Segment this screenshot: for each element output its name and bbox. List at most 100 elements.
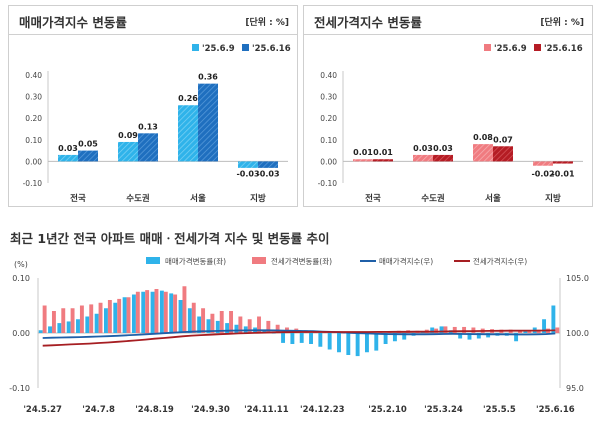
- legend-swatch: [534, 44, 541, 51]
- legend-label: 매매가격지수(우): [379, 256, 433, 266]
- left-unit: (%): [14, 260, 28, 269]
- bar: [201, 308, 206, 333]
- bar: [138, 133, 158, 162]
- jeonse-change-unit: [단위 : %]: [540, 18, 584, 28]
- bar: [210, 313, 215, 333]
- bar: [462, 326, 467, 333]
- right-tick-label: 100.0: [566, 329, 589, 338]
- y-tick-label: 0.20: [25, 114, 42, 123]
- bar: [145, 290, 150, 333]
- bar: [78, 150, 98, 162]
- y-tick-label: 0.20: [320, 114, 337, 123]
- legend-swatch: [252, 257, 266, 264]
- category-label: 전국: [365, 193, 381, 204]
- y-tick-label: 0.40: [25, 71, 42, 80]
- bar: [61, 308, 66, 333]
- bar: [229, 311, 234, 333]
- bar: [430, 327, 435, 333]
- bar: [182, 286, 187, 333]
- bar: [374, 333, 379, 351]
- left-tick-label: -0.10: [9, 384, 30, 393]
- bar: [187, 308, 192, 333]
- bar: [271, 333, 276, 334]
- data-label: 0.08: [473, 133, 493, 142]
- bar: [48, 326, 52, 333]
- bar: [141, 291, 146, 333]
- x-tick-label: '25.6.16: [536, 405, 575, 415]
- bar: [238, 161, 258, 168]
- data-label: 0.05: [78, 140, 98, 149]
- bar: [234, 324, 239, 333]
- legend-label: '25.6.9: [202, 44, 235, 54]
- bar: [38, 330, 43, 333]
- bar: [514, 333, 519, 342]
- x-tick-label: '24.12.23: [300, 405, 345, 415]
- legend-swatch: [484, 44, 491, 51]
- bar: [191, 302, 196, 333]
- category-label: 서울: [190, 193, 206, 204]
- bar: [215, 320, 220, 333]
- bar: [553, 161, 573, 164]
- data-label: 0.07: [493, 135, 513, 144]
- bar: [458, 333, 463, 339]
- bar: [355, 333, 360, 357]
- left-tick-label: 0.10: [12, 274, 30, 283]
- bar: [486, 333, 491, 338]
- x-tick-label: '24.8.19: [135, 405, 174, 415]
- bar: [89, 304, 94, 333]
- bar: [353, 159, 373, 162]
- y-tick-label: 0.00: [25, 157, 42, 166]
- x-tick-label: '25.3.24: [424, 405, 463, 415]
- bar: [258, 161, 278, 168]
- data-label: 0.26: [178, 94, 198, 103]
- bar: [107, 300, 112, 333]
- bar: [225, 323, 230, 333]
- bar: [257, 316, 261, 333]
- bar: [118, 141, 138, 162]
- data-label: 0.03: [58, 144, 78, 153]
- legend-label: 매매가격변동률(좌): [165, 256, 226, 266]
- bar: [533, 161, 553, 166]
- category-label: 전국: [70, 193, 86, 204]
- bar: [346, 333, 351, 355]
- bar: [476, 333, 481, 339]
- legend-label: 전세가격지수(우): [473, 256, 527, 266]
- y-tick-label: 0.00: [320, 157, 337, 166]
- bar: [262, 330, 267, 333]
- bar: [126, 297, 131, 333]
- bar: [473, 144, 493, 162]
- x-tick-label: '25.2.10: [368, 405, 407, 415]
- bar: [518, 330, 522, 333]
- legend-swatch: [192, 44, 199, 51]
- bar: [238, 316, 243, 333]
- bar: [42, 305, 47, 333]
- bar: [467, 333, 472, 340]
- bar: [154, 289, 159, 333]
- bar: [76, 319, 80, 333]
- legend-label: '25.6.16: [252, 44, 291, 54]
- bar: [299, 333, 304, 343]
- data-label: -0.03: [256, 169, 279, 178]
- bar: [266, 320, 271, 333]
- bar: [219, 311, 224, 333]
- y-tick-label: 0.30: [320, 93, 337, 102]
- category-label: 수도권: [126, 193, 150, 204]
- x-tick-label: '25.5.5: [483, 405, 516, 415]
- x-tick-label: '24.9.30: [191, 405, 230, 415]
- bar: [493, 146, 513, 162]
- x-tick-label: '24.5.27: [23, 405, 62, 415]
- bar: [542, 319, 547, 333]
- bar: [178, 300, 183, 333]
- bar: [159, 290, 164, 333]
- legend-label: '25.6.9: [494, 44, 527, 54]
- bar: [555, 327, 560, 333]
- bar: [290, 333, 295, 344]
- y-tick-label: 0.30: [25, 93, 42, 102]
- bar: [206, 319, 211, 333]
- sale-change-title: 매매가격지수 변동률: [19, 15, 127, 30]
- bar: [79, 305, 84, 333]
- bar: [523, 330, 528, 333]
- trend-chart-title: 최근 1년간 전국 아파트 매매ㆍ전세가격 지수 및 변동률 추이: [10, 231, 330, 246]
- sale-change-panel: 매매가격지수 변동률 [단위 : %]: [8, 5, 298, 207]
- bar: [337, 333, 341, 353]
